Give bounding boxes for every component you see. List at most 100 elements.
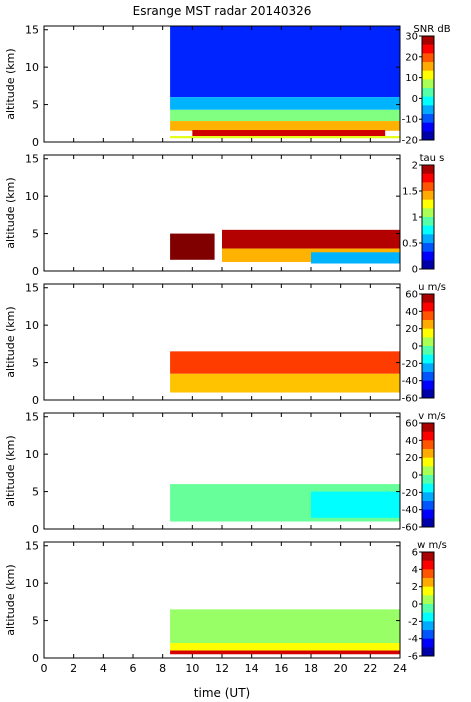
colorbar-swatch <box>422 105 434 115</box>
colorbar-tick-label: -60 <box>402 394 418 405</box>
y-tick-label: 0 <box>32 265 39 278</box>
y-tick-label: 10 <box>25 448 39 461</box>
heatmap-cell <box>170 109 400 122</box>
colorbar-tick-label: 40 <box>405 436 418 447</box>
colorbar-swatch <box>422 560 434 570</box>
colorbar-label: SNR dB <box>413 24 450 35</box>
colorbar-tick-label: -20 <box>402 488 418 499</box>
heatmap-cell <box>170 373 400 393</box>
heatmap-cell <box>170 351 400 374</box>
x-tick-label: 24 <box>393 662 407 675</box>
colorbar-tick-label: 4 <box>412 565 418 576</box>
y-tick-label: 15 <box>25 411 39 424</box>
colorbar-swatch <box>422 44 434 54</box>
colorbar-label: v m/s <box>418 411 445 422</box>
y-tick-label: 0 <box>32 394 39 407</box>
y-tick-label: 15 <box>25 282 39 295</box>
colorbar-swatch <box>422 114 434 124</box>
colorbar-tick-label: -6 <box>408 652 418 663</box>
y-tick-label: 5 <box>32 357 39 370</box>
heatmap-cell <box>170 233 215 260</box>
colorbar-swatch <box>422 79 434 89</box>
colorbar-swatch <box>422 380 434 390</box>
colorbar-tick-label: 20 <box>405 324 418 335</box>
colorbar-swatch <box>422 492 434 502</box>
colorbar-swatch <box>422 449 434 459</box>
panel-2: 0 5 10 15 altitude (km) tau s2 1.5 1 0.5 0 <box>4 153 444 278</box>
y-tick-label: 0 <box>32 136 39 149</box>
heatmap-cell <box>170 97 400 110</box>
colorbar-swatch <box>422 604 434 614</box>
colorbar-swatch <box>422 208 434 218</box>
colorbar-swatch <box>422 501 434 511</box>
colorbar-swatch <box>422 131 434 141</box>
colorbar-swatch <box>422 217 434 227</box>
colorbar-tick-label: 0 <box>412 94 418 105</box>
colorbar-swatch <box>422 122 434 132</box>
y-axis-label: altitude (km) <box>4 306 17 377</box>
colorbar-tick-label: -20 <box>402 359 418 370</box>
x-tick-label: 22 <box>363 662 377 675</box>
colorbar-swatch <box>422 243 434 253</box>
colorbar-swatch <box>422 191 434 201</box>
colorbar-tick-label: -2 <box>408 617 418 628</box>
colorbar-swatch <box>422 578 434 588</box>
panel-3: 0 5 10 15 altitude (km) u m/s60 40 20 0 -20 -40 -60 <box>4 282 446 407</box>
y-axis-label: altitude (km) <box>4 177 17 248</box>
colorbar-swatch <box>422 621 434 631</box>
y-tick-label: 5 <box>32 615 39 628</box>
colorbar-swatch <box>422 88 434 98</box>
colorbar-tick-label: 0 <box>412 265 418 276</box>
colorbar-tick-label: 30 <box>405 32 418 43</box>
x-tick-label: 10 <box>185 662 199 675</box>
colorbar-tick-label: 6 <box>412 548 418 559</box>
y-tick-label: 15 <box>25 153 39 166</box>
colorbar-tick-label: 20 <box>405 453 418 464</box>
colorbar-tick-label: 40 <box>405 307 418 318</box>
colorbar-swatch <box>422 70 434 80</box>
colorbar-swatch <box>422 346 434 356</box>
colorbar-tick-label: 2 <box>412 582 418 593</box>
colorbar-tick-label: -20 <box>402 136 418 147</box>
x-tick-label: 16 <box>274 662 288 675</box>
colorbar-swatch <box>422 354 434 364</box>
heatmap-cell <box>170 121 400 131</box>
colorbar-swatch <box>422 251 434 261</box>
colorbar-tick-label: 20 <box>405 52 418 63</box>
y-axis-label: altitude (km) <box>4 564 17 635</box>
colorbar-swatch <box>422 173 434 183</box>
colorbar-tick-label: 2 <box>412 161 418 172</box>
colorbar-tick-label: 10 <box>405 73 418 84</box>
colorbar-swatch <box>422 440 434 450</box>
colorbar-tick-label: 0 <box>412 600 418 611</box>
colorbar-frame <box>421 35 435 141</box>
colorbar-swatch <box>422 294 434 304</box>
colorbar-swatch <box>422 595 434 605</box>
colorbar-swatch <box>422 518 434 528</box>
y-tick-label: 15 <box>25 24 39 37</box>
colorbar-swatch <box>422 320 434 330</box>
colorbar-swatch <box>422 552 434 562</box>
colorbar-swatch <box>422 199 434 209</box>
y-tick-label: 10 <box>25 61 39 74</box>
colorbar-swatch <box>422 182 434 192</box>
colorbar-tick-label: -40 <box>402 505 418 516</box>
colorbar-swatch <box>422 372 434 382</box>
y-tick-label: 10 <box>25 190 39 203</box>
colorbar-swatch <box>422 311 434 321</box>
colorbar-tick-label: 60 <box>405 290 418 301</box>
figure-title: Esrange MST radar 20140326 <box>133 4 312 18</box>
colorbar-swatch <box>422 36 434 46</box>
colorbar-swatch <box>422 457 434 467</box>
colorbar-tick-label: 0.5 <box>402 239 418 250</box>
colorbar-tick-label: -4 <box>408 634 418 645</box>
y-tick-label: 10 <box>25 577 39 590</box>
heatmap-cell <box>170 650 400 655</box>
y-tick-label: 15 <box>25 540 39 553</box>
heatmap-cell <box>222 229 400 249</box>
colorbar-swatch <box>422 234 434 244</box>
colorbar-swatch <box>422 586 434 596</box>
